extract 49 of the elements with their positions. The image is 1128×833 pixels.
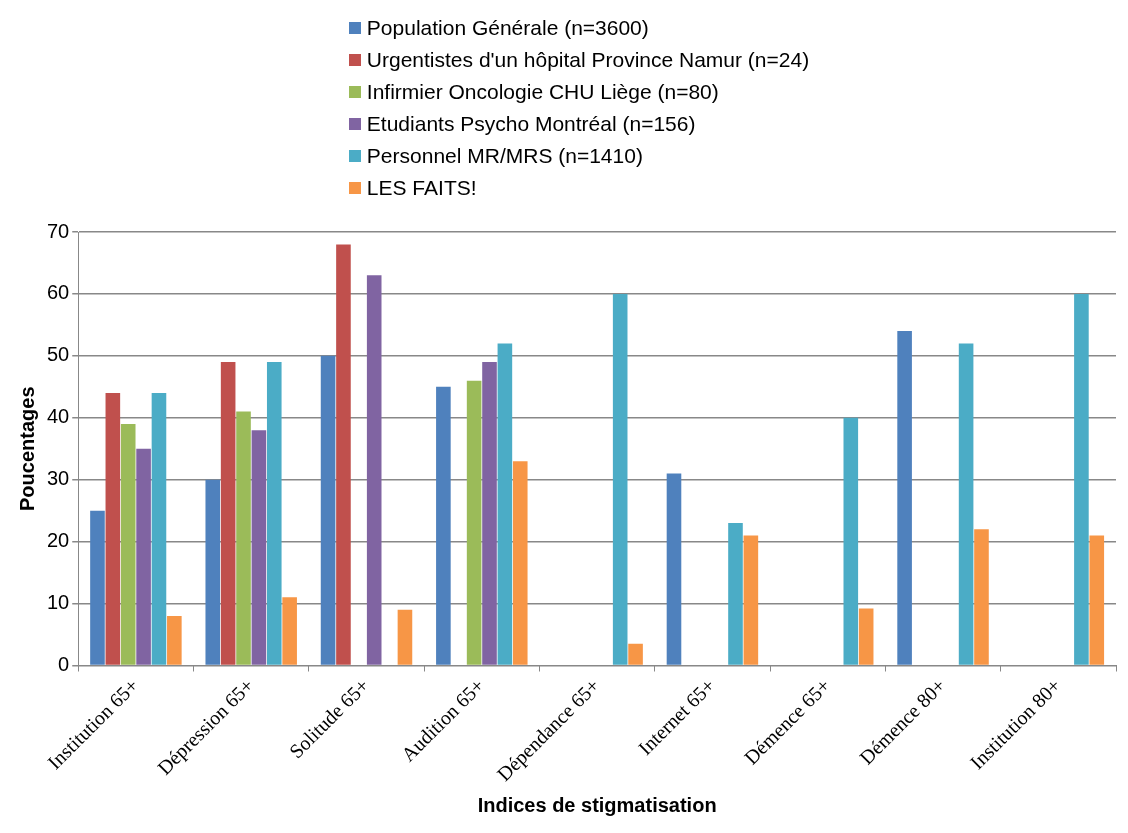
bar [843, 417, 859, 665]
y-tick-label: 30 [47, 467, 70, 490]
bar [466, 380, 482, 665]
bar [167, 615, 182, 665]
bar [974, 529, 989, 665]
bar [336, 244, 351, 665]
bar [90, 510, 105, 665]
y-axis-title: Poucentages [15, 386, 38, 511]
bar [105, 393, 121, 665]
y-tick-label: 40 [47, 405, 70, 428]
bar [251, 430, 267, 665]
y-tick-label: 50 [47, 343, 70, 366]
legend-label: LES FAITS! [366, 175, 477, 201]
bar [205, 479, 221, 665]
bar [858, 608, 874, 665]
bar [958, 343, 974, 665]
bar [497, 343, 513, 665]
x-axis-title: Indices de stigmatisation [477, 793, 717, 816]
bar [666, 473, 682, 665]
y-tick-label: 10 [47, 591, 70, 614]
legend-label: Personnel MR/MRS (n=1410) [366, 143, 643, 169]
bar [282, 597, 297, 665]
y-tick-label: 0 [58, 653, 70, 676]
bar [628, 643, 643, 665]
bar [482, 362, 497, 665]
bar [397, 609, 413, 665]
bar [151, 393, 167, 665]
legend-label: Etudiants Psycho Montréal (n=156) [366, 111, 696, 137]
bar [320, 355, 336, 665]
bar [236, 411, 251, 665]
bar [266, 362, 282, 665]
bar [436, 386, 451, 665]
legend-label: Urgentistes d'un hôpital Province Namur (n=24) [366, 47, 810, 73]
bar [743, 535, 759, 665]
bar [1089, 535, 1105, 665]
legend-label: Population Générale (n=3600) [366, 15, 649, 41]
bar [897, 331, 912, 665]
legend-label: Infirmier Oncologie CHU Liège (n=80) [366, 79, 719, 105]
bar [1074, 293, 1089, 665]
y-tick-label: 70 [47, 219, 70, 242]
y-tick-label: 60 [47, 281, 70, 304]
bar [366, 275, 382, 665]
bar [728, 523, 743, 665]
bar [512, 461, 528, 665]
bar [612, 293, 628, 665]
bar [136, 448, 151, 665]
bar [220, 362, 236, 665]
y-tick-label: 20 [47, 529, 70, 552]
bar [120, 423, 136, 665]
